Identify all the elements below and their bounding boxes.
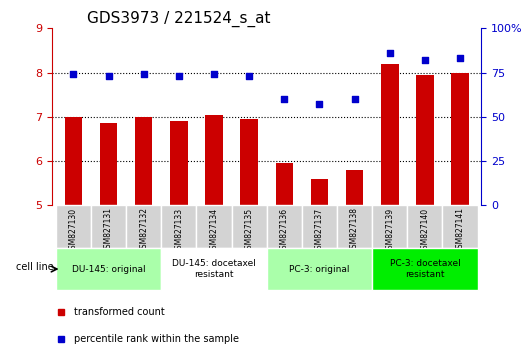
FancyBboxPatch shape (407, 205, 442, 248)
Bar (381, 64, 399, 205)
Bar (135, 117, 153, 205)
Text: GSM827139: GSM827139 (385, 207, 394, 253)
Bar (241, 119, 258, 205)
Text: cell line: cell line (16, 262, 53, 272)
Text: percentile rank within the sample: percentile rank within the sample (74, 334, 238, 344)
FancyBboxPatch shape (267, 205, 302, 248)
Text: GSM827140: GSM827140 (420, 207, 429, 253)
Point (245, 73, 253, 79)
Point (105, 73, 113, 79)
Point (140, 72, 148, 77)
Point (456, 56, 464, 61)
Text: GDS3973 / 221524_s_at: GDS3973 / 221524_s_at (87, 11, 270, 27)
Text: GSM827135: GSM827135 (245, 207, 254, 253)
Text: DU-145: original: DU-145: original (72, 264, 145, 274)
FancyBboxPatch shape (372, 248, 477, 290)
Bar (276, 163, 293, 205)
Point (175, 73, 183, 79)
FancyBboxPatch shape (232, 205, 267, 248)
Text: GSM827136: GSM827136 (280, 207, 289, 253)
Text: GSM827132: GSM827132 (139, 207, 148, 253)
FancyBboxPatch shape (91, 205, 126, 248)
Bar (65, 117, 82, 205)
Text: transformed count: transformed count (74, 307, 165, 317)
Text: GSM827137: GSM827137 (315, 207, 324, 253)
Text: PC-3: original: PC-3: original (289, 264, 350, 274)
Point (315, 102, 324, 107)
Text: GSM827130: GSM827130 (69, 207, 78, 253)
FancyBboxPatch shape (126, 205, 161, 248)
FancyBboxPatch shape (337, 205, 372, 248)
FancyBboxPatch shape (442, 205, 477, 248)
FancyBboxPatch shape (56, 205, 91, 248)
FancyBboxPatch shape (302, 205, 337, 248)
FancyBboxPatch shape (372, 205, 407, 248)
Bar (170, 121, 188, 205)
Bar (205, 115, 223, 205)
FancyBboxPatch shape (161, 205, 197, 248)
Text: PC-3: docetaxel
resistant: PC-3: docetaxel resistant (390, 259, 460, 279)
FancyBboxPatch shape (161, 248, 267, 290)
Point (420, 57, 429, 63)
FancyBboxPatch shape (197, 205, 232, 248)
Text: GSM827133: GSM827133 (174, 207, 184, 253)
Point (385, 50, 394, 56)
Point (350, 96, 359, 102)
Point (280, 96, 289, 102)
Point (69, 72, 77, 77)
Text: DU-145: docetaxel
resistant: DU-145: docetaxel resistant (172, 259, 256, 279)
FancyBboxPatch shape (56, 248, 161, 290)
Bar (100, 124, 117, 205)
Text: GSM827141: GSM827141 (456, 207, 464, 253)
Bar (346, 170, 363, 205)
Bar (311, 179, 328, 205)
Bar (416, 75, 434, 205)
Bar (451, 73, 469, 205)
FancyBboxPatch shape (267, 248, 372, 290)
Text: GSM827131: GSM827131 (104, 207, 113, 253)
Point (210, 72, 218, 77)
Text: GSM827134: GSM827134 (210, 207, 219, 253)
Text: GSM827138: GSM827138 (350, 207, 359, 253)
